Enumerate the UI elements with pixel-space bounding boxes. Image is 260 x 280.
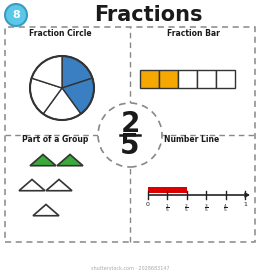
Text: $\frac{3}{5}$: $\frac{3}{5}$ [204, 202, 209, 214]
Text: 0: 0 [146, 202, 150, 207]
Circle shape [98, 103, 162, 167]
Text: Number Line: Number Line [164, 136, 220, 144]
Text: 5: 5 [120, 132, 140, 160]
Wedge shape [43, 88, 81, 120]
Text: Fraction Circle: Fraction Circle [29, 29, 91, 38]
Text: $\frac{4}{5}$: $\frac{4}{5}$ [223, 202, 228, 214]
Polygon shape [46, 179, 72, 191]
Circle shape [5, 4, 27, 26]
Polygon shape [33, 204, 59, 216]
Text: 2: 2 [120, 110, 140, 138]
Text: 8: 8 [12, 10, 20, 20]
Text: $\frac{2}{5}$: $\frac{2}{5}$ [184, 202, 189, 214]
Wedge shape [62, 56, 93, 88]
Wedge shape [62, 78, 94, 114]
Bar [159, 70, 178, 88]
Polygon shape [57, 155, 83, 166]
Bar [216, 70, 235, 88]
Polygon shape [19, 179, 45, 191]
Wedge shape [30, 78, 62, 114]
Text: Fraction Bar: Fraction Bar [167, 29, 219, 38]
Polygon shape [30, 155, 56, 166]
Text: Part of a Group: Part of a Group [22, 136, 88, 144]
Bar [140, 70, 159, 88]
Text: $\frac{1}{5}$: $\frac{1}{5}$ [165, 202, 170, 214]
Bar [197, 70, 216, 88]
Text: Fractions: Fractions [94, 5, 202, 25]
Bar [148, 187, 187, 193]
Text: 1: 1 [243, 202, 247, 207]
Wedge shape [31, 56, 62, 88]
Bar [178, 70, 197, 88]
Text: shutterstock.com · 2028683147: shutterstock.com · 2028683147 [91, 265, 169, 270]
